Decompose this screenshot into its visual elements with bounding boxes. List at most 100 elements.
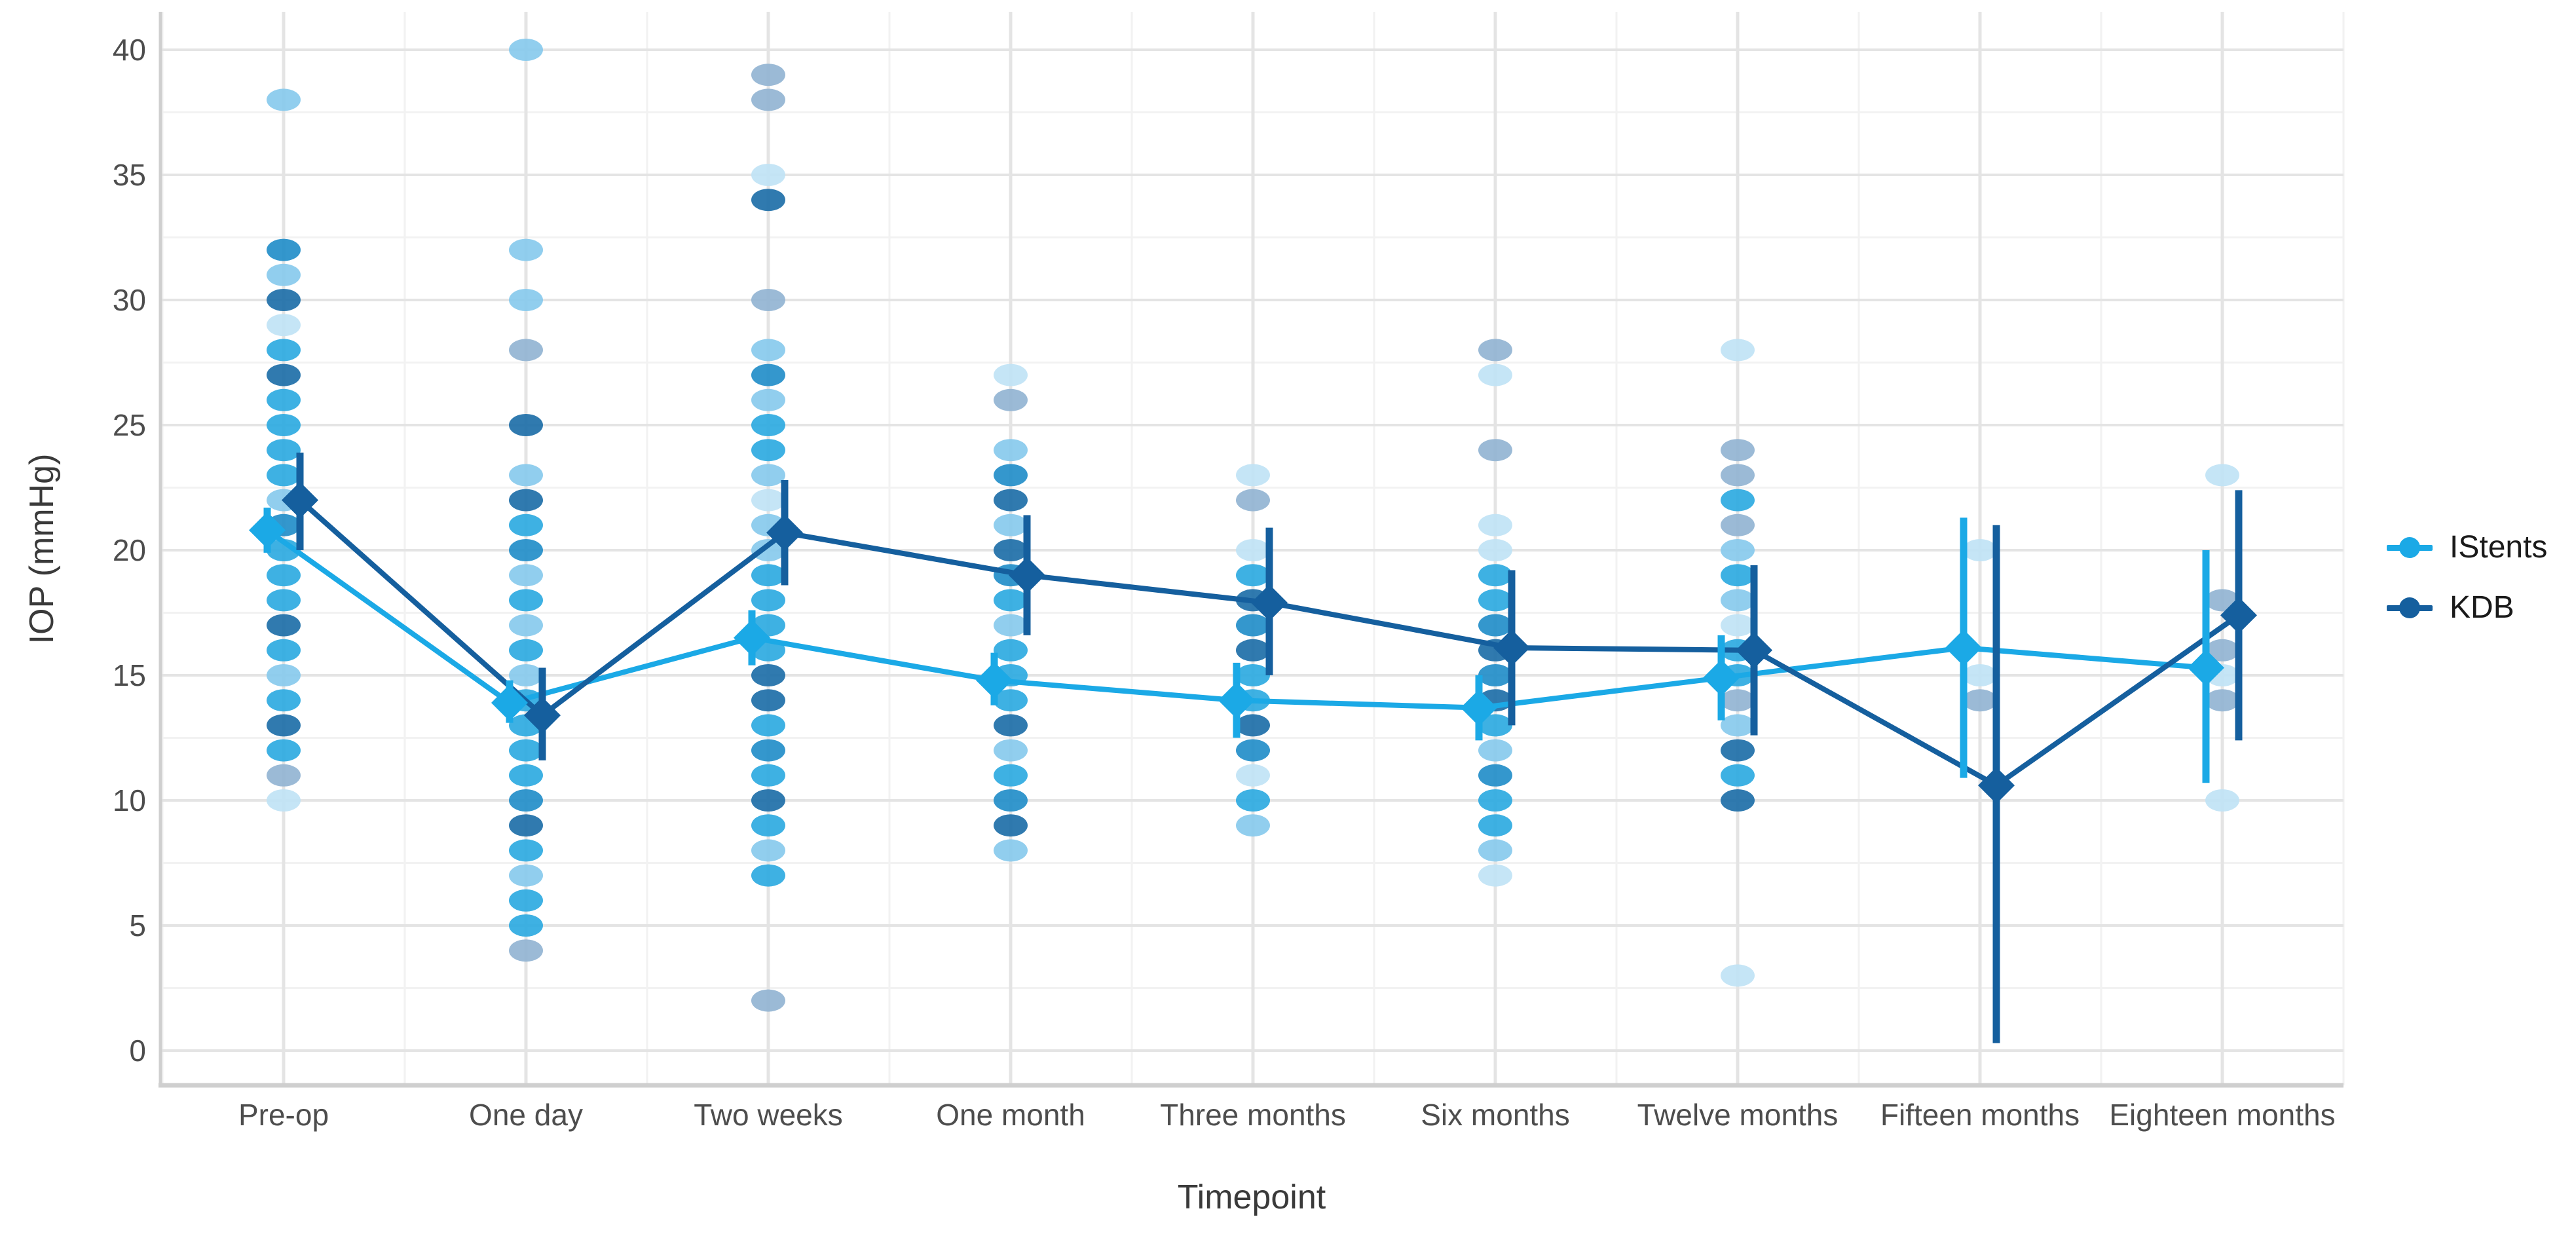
- data-point: [1478, 514, 1512, 536]
- data-point: [509, 539, 543, 561]
- mean-marker: [2188, 649, 2224, 686]
- x-axis-title: Timepoint: [1177, 1178, 1326, 1216]
- y-tick-label: 0: [129, 1034, 146, 1068]
- data-point: [1721, 464, 1755, 487]
- data-point: [751, 714, 785, 737]
- data-point: [267, 289, 301, 311]
- data-point: [751, 289, 785, 311]
- data-point: [751, 989, 785, 1012]
- data-point: [1478, 764, 1512, 787]
- y-tick-label: 10: [113, 783, 146, 817]
- data-point: [509, 414, 543, 436]
- data-point: [1721, 564, 1755, 587]
- data-point: [1721, 439, 1755, 462]
- data-point: [267, 689, 301, 712]
- x-tick-label: Eighteen months: [2109, 1098, 2335, 1132]
- data-point: [509, 564, 543, 587]
- data-point: [1478, 589, 1512, 612]
- data-point: [1478, 839, 1512, 862]
- data-point: [267, 263, 301, 286]
- x-tick-label: Three months: [1160, 1098, 1346, 1132]
- data-point: [267, 714, 301, 737]
- axis-spines: [159, 12, 2343, 1088]
- data-point: [751, 764, 785, 787]
- data-point: [994, 464, 1028, 487]
- mean-marker: [734, 619, 770, 656]
- data-point: [1478, 564, 1512, 587]
- data-point: [751, 789, 785, 812]
- mean-marker: [1978, 767, 2015, 804]
- data-point: [1236, 664, 1270, 686]
- data-point: [751, 388, 785, 411]
- data-point: [1721, 514, 1755, 536]
- data-point: [1963, 539, 1997, 561]
- data-point: [1721, 489, 1755, 512]
- mean-marker: [1493, 629, 1530, 666]
- mean-marker: [1251, 584, 1288, 622]
- data-point: [994, 814, 1028, 837]
- data-point: [509, 238, 543, 261]
- data-point: [509, 864, 543, 887]
- x-tick-label: Two weeks: [694, 1098, 843, 1132]
- legend-label-kdb: KDB: [2450, 590, 2514, 625]
- mean-marker: [1736, 631, 1772, 669]
- data-point: [751, 464, 785, 487]
- data-point: [751, 88, 785, 111]
- data-point: [1721, 614, 1755, 637]
- data-point: [994, 689, 1028, 712]
- data-point: [994, 589, 1028, 612]
- y-tick-label: 20: [113, 533, 146, 567]
- data-point: [267, 739, 301, 762]
- data-point: [751, 664, 785, 686]
- data-point: [751, 864, 785, 887]
- data-point: [267, 339, 301, 362]
- data-point: [751, 339, 785, 362]
- data-point: [2205, 789, 2239, 812]
- mean-marker: [282, 481, 318, 519]
- data-point: [1721, 764, 1755, 787]
- data-point: [751, 564, 785, 587]
- x-tick-label: Pre-op: [238, 1098, 329, 1132]
- mean-marker: [524, 697, 561, 734]
- data-point: [509, 764, 543, 787]
- data-point: [1236, 739, 1270, 762]
- data-point: [267, 88, 301, 111]
- tick-labels: 0 5 10 15 20 25 30 35 40 Pre-op One day Two weeks On…: [113, 33, 2336, 1132]
- data-point: [1236, 489, 1270, 512]
- data-point: [2205, 689, 2239, 712]
- x-tick-label: Fifteen months: [1880, 1098, 2080, 1132]
- data-point: [751, 189, 785, 212]
- data-point: [509, 914, 543, 937]
- data-point: [509, 614, 543, 637]
- data-point: [509, 789, 543, 812]
- data-point: [1721, 539, 1755, 561]
- mean-marker: [249, 512, 286, 549]
- data-point: [751, 364, 785, 386]
- data-point: [509, 514, 543, 536]
- mean-marker: [2220, 597, 2257, 634]
- y-tick-label: 25: [113, 408, 146, 442]
- data-point: [267, 364, 301, 386]
- legend: IStents KDB: [2387, 532, 2547, 624]
- data-point: [1478, 789, 1512, 812]
- data-point: [751, 439, 785, 462]
- data-point: [751, 814, 785, 837]
- data-point: [1236, 539, 1270, 561]
- legend-label-istents: IStents: [2450, 530, 2548, 565]
- data-point: [994, 614, 1028, 637]
- data-point: [1478, 864, 1512, 887]
- data-point: [1478, 539, 1512, 561]
- data-point: [994, 514, 1028, 536]
- mean-marker: [976, 662, 1013, 699]
- data-point: [994, 539, 1028, 561]
- data-point: [267, 664, 301, 686]
- data-point: [1478, 814, 1512, 837]
- data-point: [1478, 614, 1512, 637]
- data-point: [1963, 664, 1997, 686]
- mean-marker: [1218, 682, 1255, 719]
- data-point: [267, 639, 301, 662]
- y-tick-label: 5: [129, 908, 146, 943]
- data-point: [509, 839, 543, 862]
- y-tick-label: 35: [113, 158, 146, 192]
